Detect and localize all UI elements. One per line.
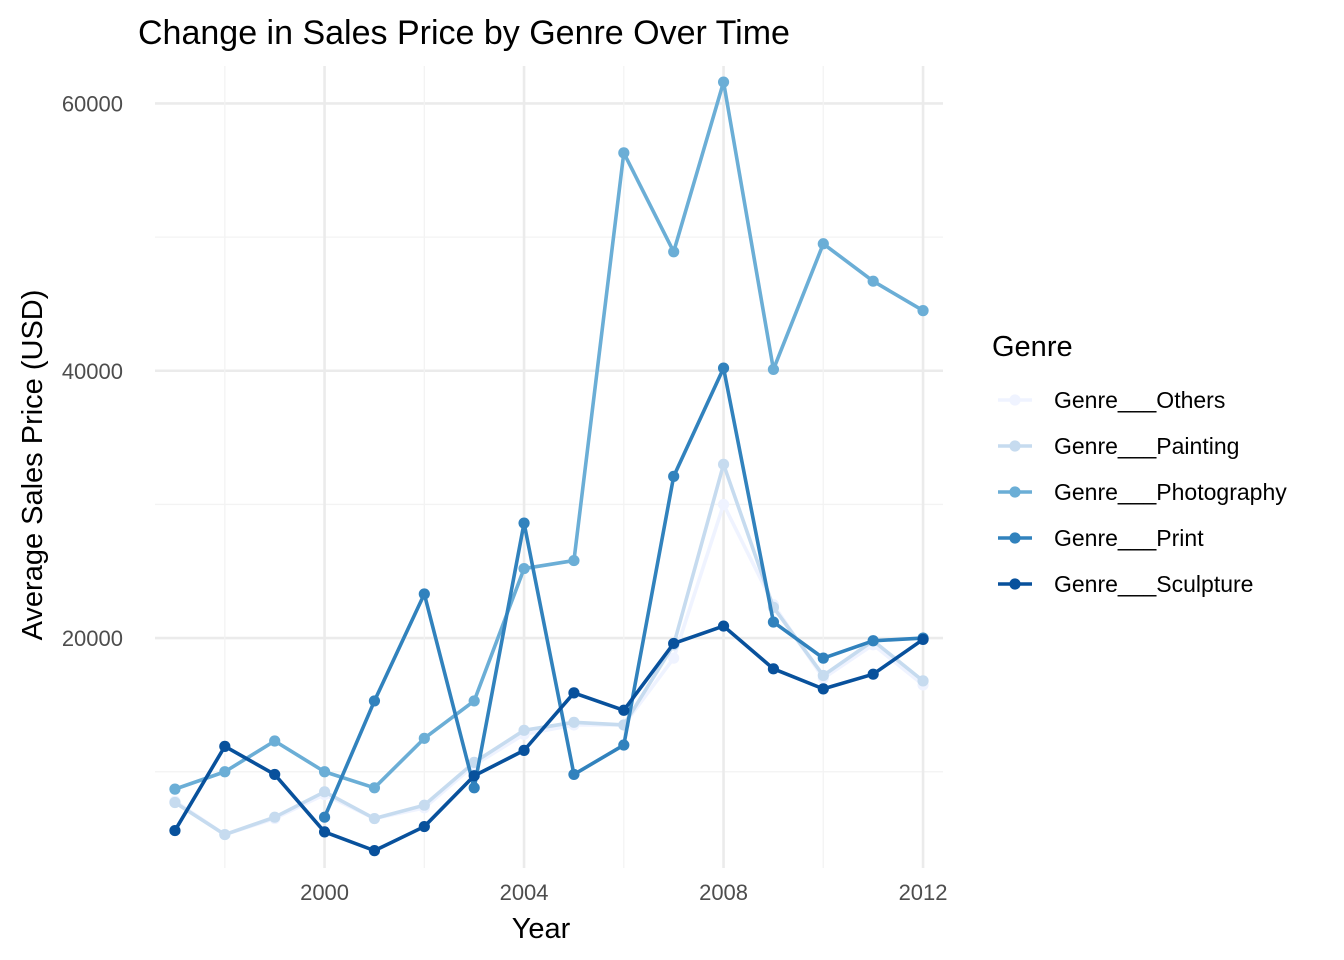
series-genre-print <box>318 362 929 823</box>
y-tick-label: 40000 <box>62 359 123 384</box>
data-point <box>418 732 430 744</box>
data-point <box>518 744 530 756</box>
data-point <box>668 470 680 482</box>
legend-key-point <box>1009 440 1021 452</box>
chart-title: Change in Sales Price by Genre Over Time <box>138 14 790 52</box>
data-point <box>917 305 929 317</box>
data-point <box>318 766 331 778</box>
data-point <box>867 668 879 680</box>
legend-item: Genre___Print <box>998 525 1204 551</box>
legend-label: Genre___Painting <box>1054 433 1239 459</box>
data-point <box>668 637 680 650</box>
data-point <box>269 768 281 781</box>
data-point <box>418 588 430 600</box>
data-point <box>867 635 879 647</box>
data-point <box>318 786 331 798</box>
data-point <box>518 517 530 529</box>
data-point <box>169 796 181 809</box>
data-point <box>717 362 730 374</box>
series-layer <box>169 76 929 857</box>
data-point <box>618 147 630 159</box>
legend-label: Genre___Sculpture <box>1054 571 1253 597</box>
data-point <box>717 498 730 511</box>
legend-label: Genre___Photography <box>1054 479 1287 505</box>
series-line <box>173 502 925 837</box>
data-point <box>568 716 580 728</box>
data-point <box>917 675 929 687</box>
data-point <box>817 652 829 664</box>
data-point <box>269 811 281 823</box>
data-point <box>418 820 430 833</box>
legend-key-point <box>1009 578 1021 590</box>
data-point <box>169 783 181 795</box>
data-point <box>668 652 680 664</box>
data-point <box>468 695 480 707</box>
legend: Genre Genre___Others Genre___Painting Genr… <box>992 331 1287 597</box>
x-tick-label: 2004 <box>500 880 549 905</box>
legend-label: Genre___Others <box>1054 387 1225 413</box>
data-point <box>817 238 829 250</box>
y-tick-label: 60000 <box>62 91 123 116</box>
data-point <box>817 669 829 682</box>
data-point <box>717 458 730 470</box>
legend-title: Genre <box>992 331 1073 363</box>
series-genre-others <box>169 498 929 841</box>
data-point <box>767 663 780 675</box>
data-point <box>618 739 630 751</box>
data-point <box>318 826 331 838</box>
data-point <box>468 782 480 794</box>
series-genre-photography <box>169 76 929 795</box>
legend-key-point <box>1009 486 1021 498</box>
series-genre-sculpture <box>169 620 929 857</box>
data-point <box>219 828 231 841</box>
data-point <box>318 811 331 823</box>
data-point <box>817 683 829 695</box>
data-point <box>518 724 530 736</box>
data-point <box>368 782 381 794</box>
data-point <box>767 616 780 628</box>
data-point <box>368 695 381 707</box>
data-point <box>917 633 929 646</box>
data-point <box>717 620 730 632</box>
legend-item: Genre___Photography <box>998 479 1287 505</box>
data-point <box>368 812 381 825</box>
data-point <box>169 824 181 837</box>
data-point <box>518 562 530 575</box>
data-point <box>568 687 580 699</box>
legend-item: Genre___Sculpture <box>998 571 1253 597</box>
legend-key-point <box>1009 532 1021 544</box>
data-point <box>468 770 480 782</box>
data-point <box>618 704 630 716</box>
y-tick-label: 20000 <box>62 626 123 651</box>
series-line <box>173 80 925 791</box>
data-point <box>219 740 231 752</box>
x-axis-title: Year <box>512 913 571 945</box>
x-tick-label: 2012 <box>899 880 948 905</box>
data-point <box>418 799 430 811</box>
legend-key-point <box>1009 394 1021 406</box>
y-axis-title: Average Sales Price (USD) <box>17 290 49 641</box>
legend-item: Genre___Others <box>998 387 1225 413</box>
legend-item: Genre___Painting <box>998 433 1239 459</box>
data-point <box>867 275 879 287</box>
data-point <box>368 845 381 857</box>
legend-label: Genre___Print <box>1054 525 1204 551</box>
x-axis-ticks: 2000 2004 2008 2012 <box>300 880 947 905</box>
data-point <box>269 735 281 747</box>
y-axis-ticks: 20000 40000 60000 <box>62 91 123 651</box>
series-line <box>173 624 925 853</box>
data-point <box>219 766 231 778</box>
data-point <box>767 363 780 376</box>
x-tick-label: 2008 <box>699 880 748 905</box>
data-point <box>717 76 730 88</box>
x-tick-label: 2000 <box>300 880 349 905</box>
data-point <box>668 246 680 258</box>
plot-grid <box>155 66 943 868</box>
data-point <box>568 554 580 567</box>
data-point <box>568 768 580 781</box>
